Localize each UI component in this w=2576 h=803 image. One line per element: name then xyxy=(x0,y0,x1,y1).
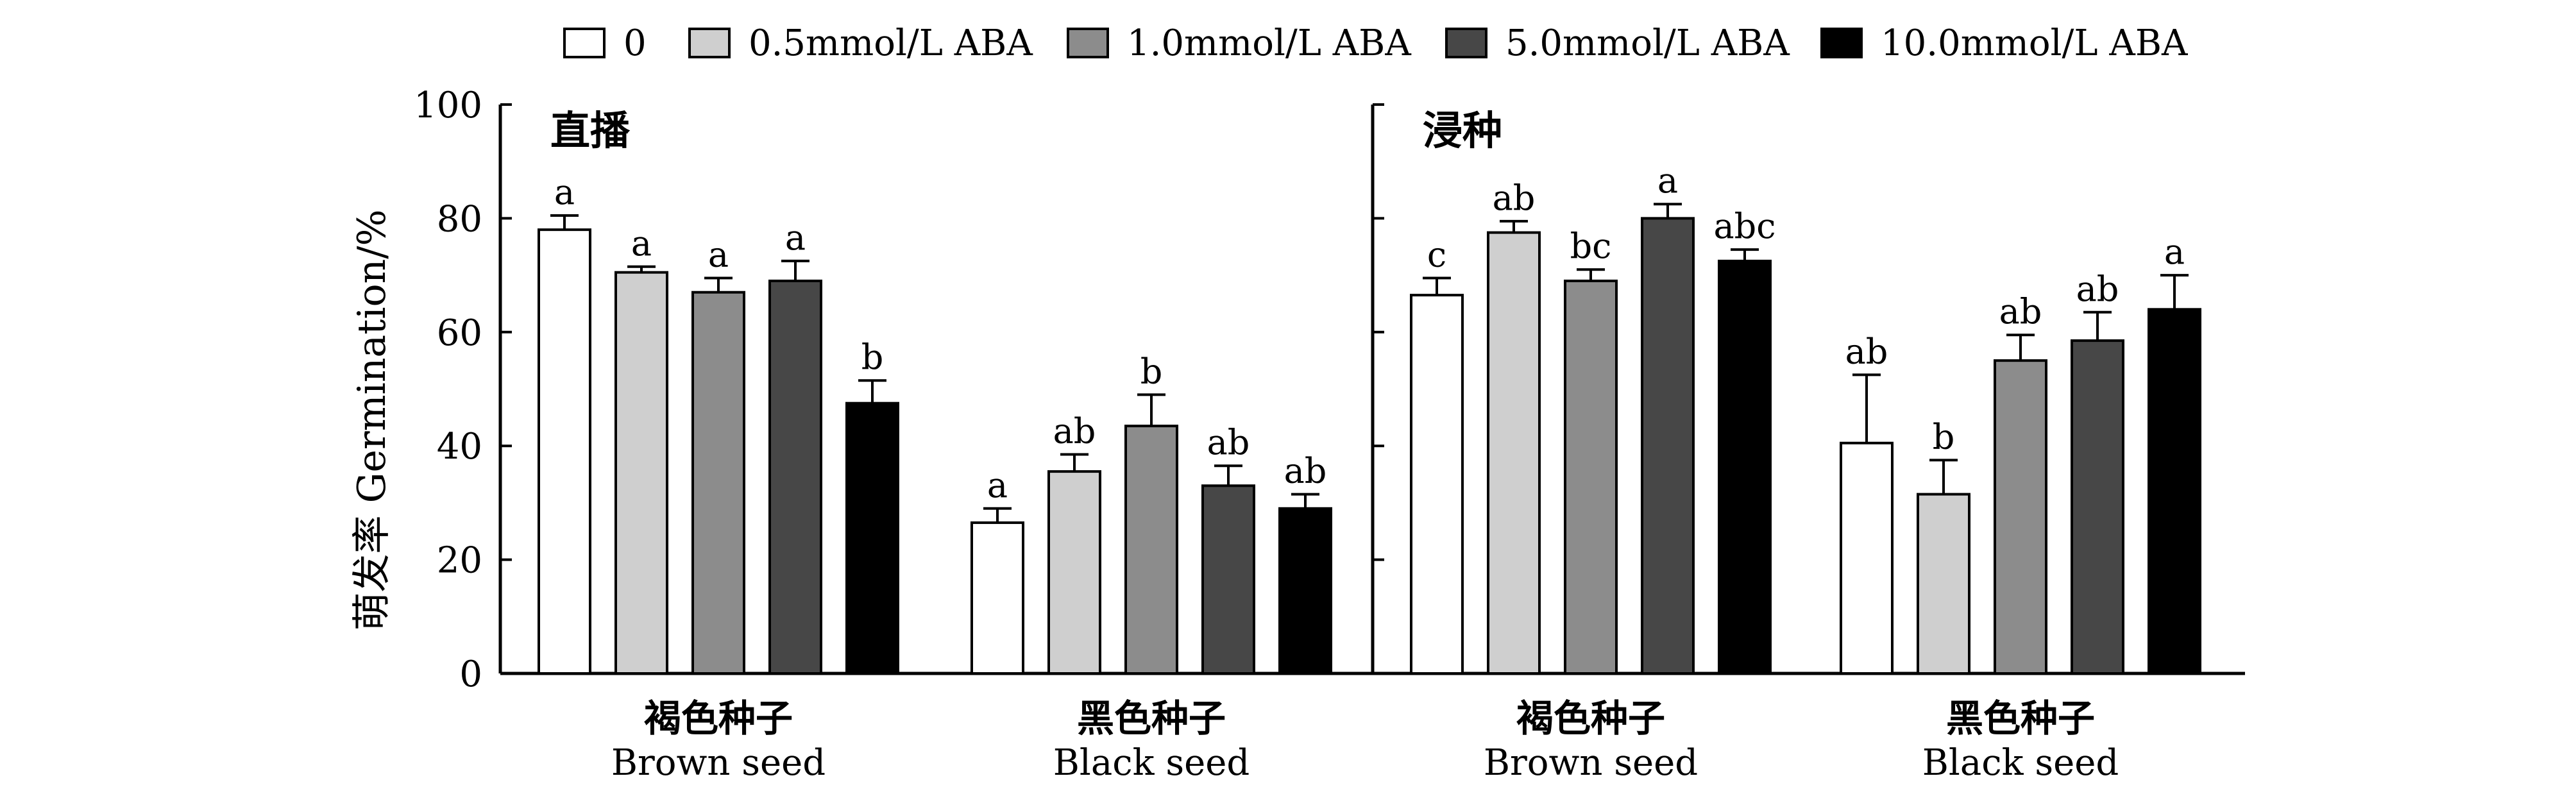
bar-1-1-0 xyxy=(1840,441,1894,675)
sig-letter: ab xyxy=(1999,291,2042,332)
bar-1-0-3 xyxy=(1641,217,1695,675)
bar-0-0-2 xyxy=(691,291,745,675)
legend-swatch-4 xyxy=(1820,28,1863,58)
legend-swatch-3 xyxy=(1445,28,1487,58)
sig-letter: a xyxy=(2164,232,2185,272)
category-label-en: Brown seed xyxy=(611,742,826,784)
bar-0-0-4 xyxy=(845,402,899,675)
bar-0-0-0 xyxy=(538,228,591,675)
sig-letter: ab xyxy=(1053,411,1096,452)
sig-letter: b xyxy=(861,337,884,377)
bar-0-0-3 xyxy=(768,279,822,675)
legend-label-1: 0.5mmol/L ABA xyxy=(749,22,1033,64)
sig-letter: a xyxy=(554,172,575,212)
bar-1-0-2 xyxy=(1564,279,1618,675)
y-tick-label-5: 100 xyxy=(414,85,482,126)
y-tick-label-3: 60 xyxy=(437,312,482,354)
sig-letter: a xyxy=(785,217,806,258)
sig-letter: bc xyxy=(1570,226,1612,266)
sig-letter: b xyxy=(1933,416,1955,457)
sig-letter: abc xyxy=(1713,206,1775,246)
sig-letter: b xyxy=(1140,351,1163,391)
bar-0-1-4 xyxy=(1278,507,1332,675)
category-label-en: Black seed xyxy=(1922,742,2119,784)
legend-swatch-1 xyxy=(688,28,731,58)
y-tick-label-2: 40 xyxy=(437,426,482,468)
category-label-cn: 褐色种子 xyxy=(1516,697,1665,740)
bar-0-1-1 xyxy=(1047,470,1101,675)
bar-0-1-2 xyxy=(1124,425,1178,675)
bar-1-1-2 xyxy=(1994,359,2047,675)
sig-letter: a xyxy=(987,465,1008,505)
sig-letter: ab xyxy=(2076,269,2119,309)
bar-0-1-3 xyxy=(1201,484,1255,675)
sig-letter: ab xyxy=(1284,451,1327,491)
bar-1-0-0 xyxy=(1410,294,1464,675)
panel-title-0: 直播 xyxy=(550,107,631,154)
bar-0-1-0 xyxy=(970,521,1024,675)
legend-label-0: 0 xyxy=(623,22,647,64)
legend-label-4: 10.0mmol/L ABA xyxy=(1881,22,2188,64)
sig-letter: a xyxy=(708,235,729,275)
bar-0-0-1 xyxy=(614,271,668,675)
y-tick-label-0: 0 xyxy=(459,654,482,695)
sig-letter: ab xyxy=(1493,178,1536,218)
sig-letter: ab xyxy=(1207,422,1250,462)
legend-swatch-0 xyxy=(563,28,606,58)
bar-1-1-4 xyxy=(2148,308,2201,675)
sig-letter: a xyxy=(631,223,652,264)
bar-1-1-3 xyxy=(2071,339,2124,675)
y-tick-label-4: 80 xyxy=(437,198,482,240)
legend: 0 0.5mmol/L ABA 1.0mmol/L ABA 5.0mmol/L ABA… xyxy=(563,22,2188,64)
category-label-cn: 褐色种子 xyxy=(644,697,793,740)
panel-title-1: 浸种 xyxy=(1423,107,1502,154)
y-tick-label-1: 20 xyxy=(437,540,482,582)
category-label-cn: 黑色种子 xyxy=(1077,697,1226,740)
category-label-en: Black seed xyxy=(1053,742,1250,784)
sig-letter: c xyxy=(1427,235,1446,275)
bar-1-0-4 xyxy=(1718,259,1772,675)
bar-1-1-1 xyxy=(1917,493,1970,675)
category-label-cn: 黑色种子 xyxy=(1946,697,2095,740)
bar-1-0-1 xyxy=(1487,231,1541,675)
sig-letter: a xyxy=(1657,160,1678,201)
legend-swatch-2 xyxy=(1067,28,1109,58)
y-axis-label: 萌发率 Germination/% xyxy=(350,210,394,631)
legend-label-2: 1.0mmol/L ABA xyxy=(1127,22,1411,64)
sig-letter: ab xyxy=(1845,331,1888,371)
category-label-en: Brown seed xyxy=(1484,742,1698,784)
legend-label-3: 5.0mmol/L ABA xyxy=(1505,22,1790,64)
